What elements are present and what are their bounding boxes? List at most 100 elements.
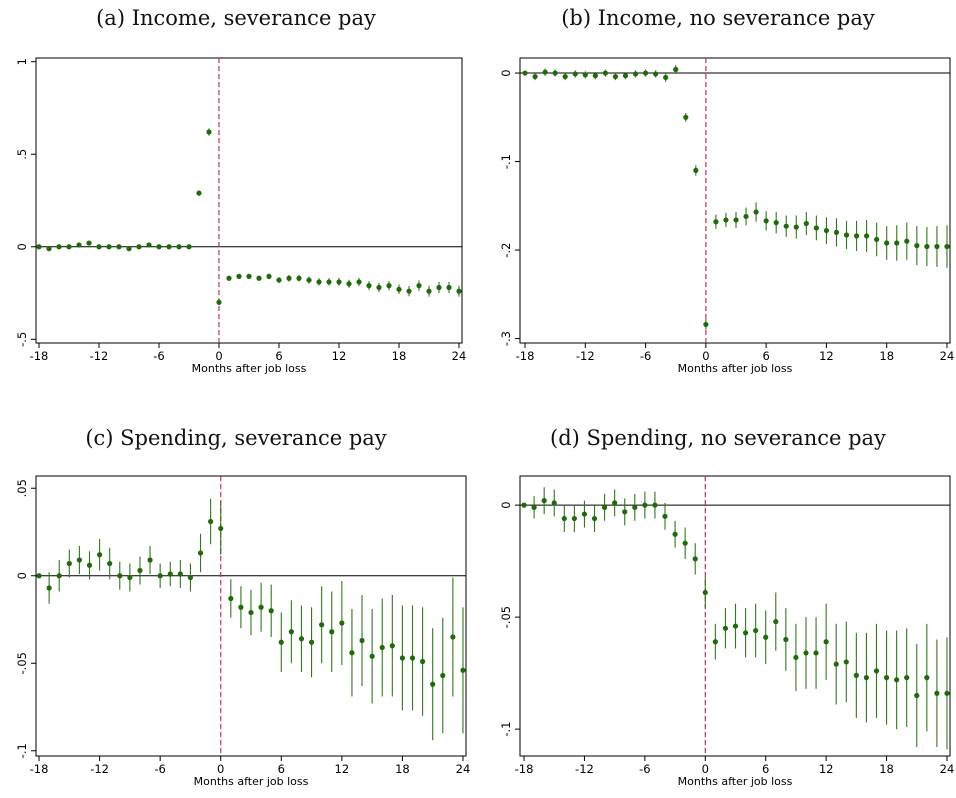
data-point xyxy=(430,681,436,687)
y-tick-label: .5 xyxy=(15,149,29,160)
x-tick-label: 12 xyxy=(332,349,347,363)
data-point xyxy=(399,655,406,661)
data-point xyxy=(884,240,890,246)
data-point xyxy=(642,70,649,76)
data-point xyxy=(883,675,890,681)
data-point xyxy=(116,244,122,250)
data-point xyxy=(742,630,749,636)
chart-d: -18 -12 -6 0 6 12 18 24 0 -.05 -.1 Months after job… xyxy=(499,475,955,788)
data-point xyxy=(440,672,446,679)
data-point xyxy=(813,650,819,656)
data-point xyxy=(864,233,870,239)
y-tick-label: -.1 xyxy=(499,722,513,737)
data-point xyxy=(773,220,779,226)
data-point xyxy=(256,275,262,281)
x-tick-label: 18 xyxy=(879,762,894,776)
y-tick-label: .05 xyxy=(15,479,29,497)
data-point xyxy=(296,275,302,281)
data-point xyxy=(732,623,739,629)
y-tick-label: -.3 xyxy=(499,331,513,346)
data-point xyxy=(226,275,232,281)
x-tick-label: 24 xyxy=(940,762,955,776)
data-point xyxy=(349,650,355,656)
data-point xyxy=(592,73,598,79)
data-point xyxy=(66,244,72,250)
data-point xyxy=(733,217,739,223)
data-point xyxy=(228,595,234,602)
data-point xyxy=(581,511,588,517)
data-point xyxy=(238,604,244,610)
data-point xyxy=(176,244,182,250)
data-point xyxy=(369,653,375,659)
data-point xyxy=(278,639,284,645)
y-tick-label: -.2 xyxy=(499,243,513,258)
data-point xyxy=(298,636,305,642)
data-point xyxy=(146,242,152,248)
data-point xyxy=(521,502,527,508)
data-point xyxy=(783,636,789,643)
data-point xyxy=(126,246,132,252)
data-point xyxy=(823,227,830,234)
x-tick-label: -6 xyxy=(640,349,651,363)
data-point xyxy=(653,71,659,77)
data-point xyxy=(551,500,557,506)
data-point xyxy=(359,637,365,644)
data-point xyxy=(419,658,426,665)
x-tick-label: -6 xyxy=(639,762,650,776)
data-point xyxy=(456,288,462,294)
data-point xyxy=(783,223,789,229)
data-point xyxy=(813,225,819,231)
x-tick-label: 24 xyxy=(452,349,467,363)
data-point xyxy=(216,299,222,305)
data-point xyxy=(36,573,42,579)
x-tick-label: 0 xyxy=(217,762,224,776)
data-point xyxy=(682,540,688,546)
data-point xyxy=(904,675,910,681)
data-point xyxy=(672,531,678,537)
data-point xyxy=(106,244,112,250)
chart-b: -18 -12 -6 0 6 12 18 24 0 -.1 -.2 -.3 Months after j… xyxy=(499,57,954,375)
data-point xyxy=(450,634,456,640)
data-point xyxy=(406,288,412,294)
x-tick-label: -18 xyxy=(516,349,535,363)
x-tick-label: 18 xyxy=(879,349,894,363)
data-point xyxy=(187,574,194,581)
data-point xyxy=(924,243,930,250)
data-point xyxy=(612,500,618,506)
data-point xyxy=(833,661,839,667)
x-axis-title: Months after job loss xyxy=(192,362,307,375)
data-point xyxy=(346,281,352,287)
x-axis-title: Months after job loss xyxy=(194,775,309,788)
data-point xyxy=(316,279,322,285)
y-tick-label: 0 xyxy=(499,69,513,76)
data-point xyxy=(46,585,52,591)
y-tick-label: 1 xyxy=(15,58,29,65)
data-point xyxy=(76,557,83,563)
x-tick-label: -6 xyxy=(153,349,164,363)
y-tick-label: 0 xyxy=(15,572,29,579)
data-point xyxy=(662,513,668,519)
data-point xyxy=(258,604,264,610)
data-point xyxy=(944,690,950,696)
data-point xyxy=(562,73,568,80)
data-point xyxy=(137,567,143,574)
data-point xyxy=(722,625,729,631)
data-point xyxy=(561,515,567,522)
data-point xyxy=(793,654,799,661)
data-point xyxy=(248,609,254,616)
data-point xyxy=(793,224,799,230)
data-point xyxy=(843,232,850,238)
data-point xyxy=(823,639,829,645)
data-point xyxy=(843,659,849,665)
chart-a: -18 -12 -6 0 6 12 18 24 1 .5 0 -.5 Months after job … xyxy=(15,57,467,375)
data-point xyxy=(713,219,719,225)
data-point xyxy=(542,69,548,75)
data-point xyxy=(206,129,212,135)
data-point xyxy=(117,573,123,579)
data-point xyxy=(702,589,708,596)
data-point xyxy=(924,675,930,681)
data-point xyxy=(612,73,619,80)
data-point xyxy=(127,574,133,581)
x-tick-label: -12 xyxy=(575,762,594,776)
data-point xyxy=(196,190,202,196)
